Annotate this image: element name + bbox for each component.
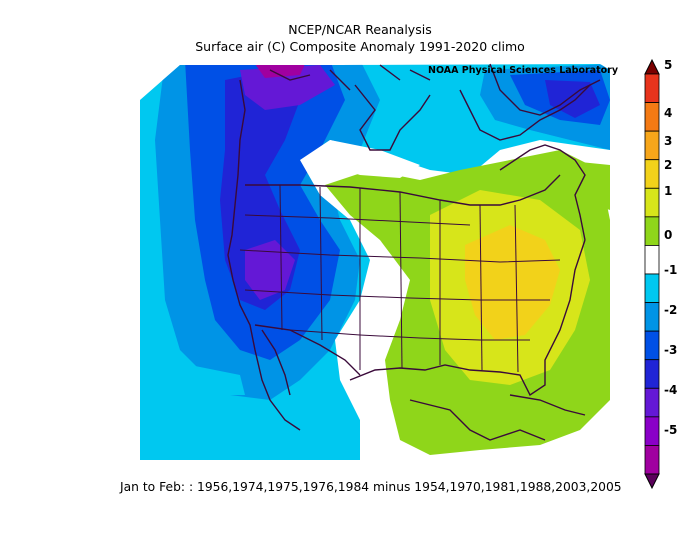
colorbar-segment xyxy=(644,416,660,446)
colorbar-tick: 3 xyxy=(664,134,673,148)
labrador xyxy=(459,84,591,141)
colorbar-segment xyxy=(644,445,660,475)
lab-credit: NOAA Physical Sciences Laboratory xyxy=(428,65,619,76)
colorbar-segment xyxy=(644,73,660,103)
colorbar-segment xyxy=(644,245,660,275)
colorbar-segment xyxy=(644,187,660,218)
field-neutral-hudson xyxy=(330,140,420,178)
map-subtitle: Surface air (C) Composite Anomaly 1991-2… xyxy=(195,39,525,54)
field-green-east xyxy=(560,160,610,210)
states-vertical-6 xyxy=(479,204,483,371)
states-vertical-7 xyxy=(514,204,519,373)
us-canada-border xyxy=(245,174,561,206)
colorbar-tick: -3 xyxy=(664,343,678,357)
composite-caption: Jan to Feb: : 1956,1974,1975,1976,1984 m… xyxy=(120,480,622,494)
field-deep-north xyxy=(255,64,305,78)
colorbar-tick: -4 xyxy=(664,383,678,397)
states-horizontal-3 xyxy=(244,289,550,301)
states-horizontal-4 xyxy=(289,329,530,341)
states-vertical-1 xyxy=(279,184,283,331)
colorbar-segment xyxy=(644,216,660,246)
colorbar-segment xyxy=(644,159,660,189)
coastline-lines xyxy=(227,63,601,441)
colorbar-segment xyxy=(644,102,660,132)
colorbar-segment xyxy=(644,330,660,361)
us-mexico-border xyxy=(254,324,361,376)
field-yellow xyxy=(465,225,560,340)
colorbar-segment xyxy=(644,130,660,161)
colorbar-tick: -5 xyxy=(664,423,678,437)
state-borders xyxy=(239,184,561,373)
colorbar-segment xyxy=(644,302,660,332)
colorbar-arrow-bottom xyxy=(644,473,660,490)
field-purple-west xyxy=(245,240,295,300)
greenland-coast xyxy=(489,63,601,116)
states-vertical-2 xyxy=(319,186,323,341)
colorbar-segment xyxy=(644,273,660,303)
map-title: NCEP/NCAR Reanalysis xyxy=(288,22,432,37)
colorbar-tick: 5 xyxy=(664,58,673,72)
northeast-coast xyxy=(499,144,586,241)
colorbar-segment xyxy=(644,359,660,389)
colorbar-tick: 0 xyxy=(664,228,673,242)
hudson-bay xyxy=(354,84,431,151)
colorbar-tick: -2 xyxy=(664,303,678,317)
colorbar-tick: 1 xyxy=(664,184,673,198)
west-coast xyxy=(227,79,301,431)
colorbar-tick: 2 xyxy=(664,158,673,172)
central-america xyxy=(409,399,546,441)
cuba-outline xyxy=(509,394,586,416)
colorbar-segment xyxy=(644,387,660,418)
states-horizontal-2 xyxy=(239,249,561,263)
field-light-blue-sw xyxy=(190,365,245,395)
arctic-islands xyxy=(269,64,431,91)
shading-field xyxy=(140,64,610,460)
colorbar-arrow-top xyxy=(644,58,660,75)
colorbar-tick: 4 xyxy=(664,106,673,120)
colorbar-tick: -1 xyxy=(664,263,678,277)
states-vertical-4 xyxy=(399,191,403,369)
baja-line xyxy=(261,329,291,396)
gulf-coast xyxy=(349,239,586,397)
